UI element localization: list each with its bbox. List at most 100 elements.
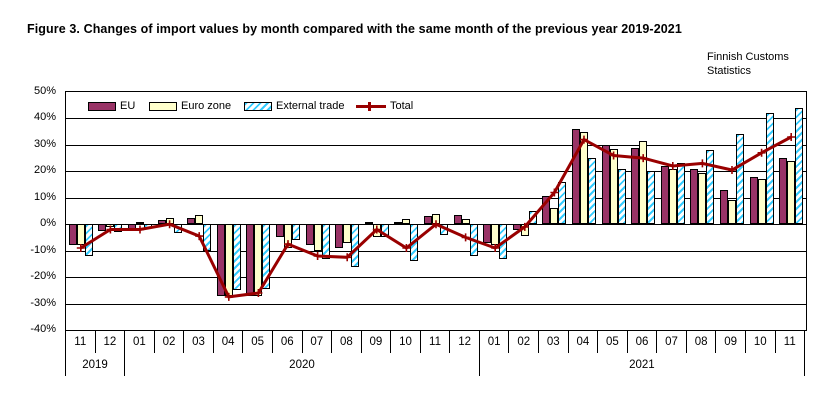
x-axis-month-label: 11 [776, 330, 806, 353]
legend-item-external-trade: External trade [244, 99, 344, 113]
x-axis-month-label: 08 [332, 330, 362, 353]
x-axis-month-label: 07 [657, 330, 687, 353]
x-axis-month-row: 11 12 01 02 03 04 05 06 07 08 09 10 11 12 01 02 03 04 05 06… [65, 330, 806, 353]
bar-euro-zone-8 [313, 224, 322, 251]
y-axis-tick-label: -10% [30, 243, 56, 256]
bar-external-trade-23 [765, 113, 774, 225]
x-axis-year-label: 2021 [480, 353, 805, 376]
bar-eu-23 [749, 176, 758, 225]
bar-euro-zone-22 [728, 200, 736, 225]
gridline [66, 303, 806, 305]
bar-external-trade-18 [617, 168, 626, 225]
legend-label: External trade [276, 100, 345, 112]
x-axis-month-label: 11 [421, 330, 451, 353]
x-axis-month-label: 12 [96, 330, 126, 353]
bar-euro-zone-2 [136, 221, 144, 225]
x-axis-month-label: 02 [509, 330, 539, 353]
bar-euro-zone-16 [550, 208, 559, 225]
gridline [66, 197, 806, 199]
x-axis: 11 12 01 02 03 04 05 06 07 08 09 10 11 12 01 02 03 04 05 06… [65, 330, 806, 376]
x-axis-month-label: 01 [125, 330, 155, 353]
euro-zone-swatch-icon [149, 101, 177, 111]
bar-eu-19 [631, 147, 640, 225]
x-axis-month-label: 03 [539, 330, 569, 353]
bar-external-trade-24 [795, 107, 804, 225]
x-axis-month-label: 09 [362, 330, 392, 353]
bar-euro-zone-4 [195, 214, 204, 225]
bar-eu-0 [68, 224, 77, 246]
y-axis-tick-label: -40% [30, 323, 56, 335]
bar-euro-zone-17 [580, 131, 588, 225]
bar-external-trade-22 [736, 134, 744, 225]
x-axis-month-label: 04 [569, 330, 599, 353]
bar-eu-10 [364, 221, 373, 225]
bar-eu-14 [483, 224, 492, 243]
x-axis-month-label: 09 [716, 330, 746, 353]
bar-eu-24 [779, 158, 788, 225]
y-axis-tick-label: 50% [33, 85, 56, 97]
x-axis-month-label: 08 [687, 330, 717, 353]
x-axis-year-label: 2019 [66, 353, 126, 376]
x-axis-month-label: 01 [480, 330, 510, 353]
bar-external-trade-8 [321, 224, 330, 259]
figure-title: Figure 3. Changes of import values by mo… [27, 22, 682, 36]
y-axis-tick-label: -30% [30, 296, 56, 309]
bar-eu-7 [276, 224, 284, 238]
bar-euro-zone-9 [343, 224, 352, 243]
y-axis-tick-label: 30% [33, 137, 56, 150]
total-swatch-icon [356, 101, 386, 111]
gridline [66, 171, 806, 173]
bar-external-trade-17 [588, 158, 596, 225]
x-axis-month-label: 11 [66, 330, 96, 353]
x-axis-month-label: 06 [273, 330, 303, 353]
bar-eu-11 [394, 221, 403, 225]
bar-eu-1 [98, 224, 107, 231]
bar-external-trade-19 [647, 171, 656, 225]
bar-euro-zone-21 [698, 172, 707, 225]
bar-eu-20 [660, 166, 669, 225]
bar-eu-12 [424, 216, 432, 225]
total-line [76, 133, 796, 301]
source-note-line2: Statistics [707, 65, 752, 77]
bar-eu-16 [542, 196, 551, 225]
x-axis-month-label: 10 [391, 330, 421, 353]
x-axis-month-label: 02 [155, 330, 185, 353]
bar-euro-zone-13 [461, 218, 470, 225]
x-axis-month-label: 03 [184, 330, 214, 353]
x-axis-month-label: 05 [243, 330, 273, 353]
bar-external-trade-21 [706, 150, 715, 225]
x-axis-month-label: 04 [214, 330, 244, 353]
bar-eu-22 [720, 189, 728, 225]
y-axis-tick-label: 10% [33, 190, 56, 203]
external-trade-swatch-icon [244, 101, 272, 111]
source-note-line1: Finnish Customs [707, 51, 789, 63]
bar-euro-zone-18 [609, 148, 618, 225]
bar-eu-3 [157, 220, 166, 225]
legend-label: EU [120, 100, 136, 112]
eu-swatch-icon [88, 101, 116, 111]
gridline [66, 144, 806, 146]
bar-eu-9 [335, 224, 344, 249]
x-axis-year-label: 2020 [125, 353, 480, 376]
x-axis-year-row: 2019 2020 2021 [65, 353, 805, 376]
gridline [66, 277, 806, 279]
bar-euro-zone-24 [787, 160, 796, 225]
source-note: Finnish Customs Statistics [707, 50, 789, 78]
legend-label: Total [390, 100, 414, 112]
bar-eu-21 [690, 168, 699, 225]
legend-item-total: Total [356, 99, 413, 113]
bar-euro-zone-23 [757, 179, 766, 225]
legend-item-eu: EU [88, 99, 135, 113]
bar-eu-17 [572, 129, 580, 225]
x-axis-month-label: 10 [746, 330, 776, 353]
x-axis-month-label: 05 [598, 330, 628, 353]
x-axis-month-label: 06 [628, 330, 658, 353]
legend-label: Euro zone [181, 100, 232, 112]
bar-external-trade-7 [292, 224, 300, 241]
bar-euro-zone-19 [639, 140, 648, 225]
bar-eu-15 [512, 224, 521, 230]
bar-eu-13 [453, 214, 462, 225]
y-axis-tick-label: 40% [33, 111, 56, 124]
bar-eu-4 [187, 217, 196, 225]
